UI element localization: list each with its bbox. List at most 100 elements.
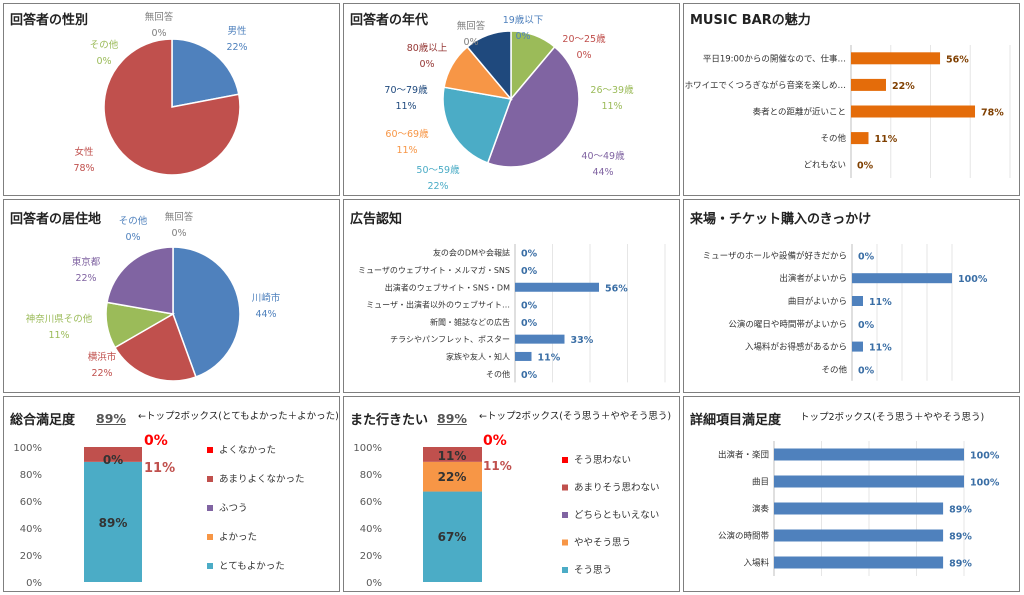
bar-value-label: 0% — [521, 249, 538, 260]
bar-value-label: 0% — [521, 301, 538, 312]
pie-label-value: 11% — [396, 145, 417, 156]
bar-category-label: 曲目 — [752, 477, 769, 488]
pie-label-value: 78% — [73, 163, 94, 174]
bar-category-label: その他 — [486, 369, 510, 379]
legend-swatch — [207, 447, 213, 453]
bar-value-label: 56% — [605, 283, 628, 294]
top2-note: トップ2ボックス(そう思う＋ややそう思う) — [800, 412, 985, 423]
legend-swatch — [207, 563, 213, 569]
bar-category-label: 曲目がよいから — [788, 296, 847, 307]
pie-label-name: 19歳以下 — [503, 14, 544, 26]
bar-category-label: ミューザのホールや設備が好きだから — [703, 250, 847, 261]
stack-segment — [84, 447, 142, 462]
panel-appeal: MUSIC BARの魅力 平日19:00からの開催なので、仕事… 56% ホワイエで… — [683, 3, 1020, 196]
bar-category-label: 出演者のウェブサイト・SNS・DM — [385, 282, 510, 292]
pie-label-name: 男性 — [227, 25, 247, 37]
y-tick-label: 0% — [366, 578, 382, 589]
panel-overall: 総合満足度 89% ←トップ2ボックス(とてもよかった＋よかった) 0% 20% 4… — [3, 396, 340, 592]
bar-category-label: 公演の曜日や時間帯がよいから — [728, 319, 847, 330]
bar-value-label: 11% — [869, 343, 892, 354]
pie-label-name: 70～79歳 — [384, 84, 428, 96]
bar-category-label: 新聞・雑誌などの広告 — [430, 317, 510, 327]
bar — [774, 556, 944, 569]
legend-swatch — [562, 539, 568, 546]
pie-slice — [486, 45, 580, 168]
bar-category-label: 出演者がよいから — [779, 273, 847, 284]
panel-trigger: 来場・チケット購入のきっかけ ミューザのホールや設備が好きだから 0% 出演者がよい… — [683, 199, 1020, 393]
pie-label-name: 横浜市 — [88, 351, 117, 363]
bar — [852, 296, 863, 306]
stack-segment — [84, 461, 142, 582]
overall-stacked-chart: 0% 20% 40% 60% 80% 100% 89% 0% 11% 0% よくなかったあまりよくな… — [13, 433, 304, 589]
bar-category-label: ミューザ・出演者以外のウェブサイト… — [366, 300, 510, 310]
ad-bar-chart: 友の会のDMや会報誌 0% ミューザのウェブサイト・メルマガ・SNS 0% 出演者のウェ… — [358, 244, 666, 383]
top2-note: ←トップ2ボックス(そう思う＋ややそう思う) — [479, 411, 672, 422]
appeal-bar-chart: 平日19:00からの開催なので、仕事… 56% ホワイエでくつろぎながら音楽を楽しめ… — [685, 45, 1011, 178]
pie-label-name: 40～49歳 — [581, 150, 625, 162]
pie-label-value: 22% — [75, 273, 96, 284]
pie-label-value: 0% — [419, 59, 434, 70]
bar-category-label: 公演の時間帯 — [718, 531, 770, 542]
legend-swatch — [562, 484, 568, 491]
chart-title: 回答者の性別 — [10, 13, 89, 28]
pie-label-name: 20～25歳 — [562, 33, 606, 45]
bar — [851, 105, 976, 118]
legend-label: どちらともいえない — [574, 510, 659, 521]
pie-label-name: 26～39歳 — [590, 84, 634, 96]
chart-title: MUSIC BARの魅力 — [690, 13, 811, 28]
bar — [852, 341, 863, 352]
bar-value-label: 33% — [571, 335, 594, 346]
bar-category-label: どれもない — [803, 161, 846, 171]
stack-segment — [423, 447, 482, 462]
y-tick-label: 20% — [20, 551, 42, 562]
pie-slice — [171, 38, 240, 108]
pie-label-name: その他 — [90, 39, 119, 51]
pie-label-value: 44% — [592, 167, 613, 178]
age-pie-chart: 19歳以下 0% 20～25歳 0% 26～39歳 11% 40～49歳 44% 50～59歳 2… — [384, 14, 634, 192]
y-tick-label: 100% — [13, 443, 42, 454]
pie-slice — [172, 246, 241, 378]
pie-label-name: 川崎市 — [252, 292, 281, 304]
stack-value-label: 89% — [99, 516, 128, 530]
legend-swatch — [562, 512, 568, 518]
y-tick-label: 60% — [360, 497, 382, 508]
legend-label: あまりそう思わない — [574, 483, 660, 494]
bar — [851, 132, 869, 145]
bar-value-label: 56% — [946, 54, 969, 65]
pie-slice — [466, 30, 512, 102]
stack-segment — [423, 461, 482, 492]
pie-label-value: 0% — [96, 56, 111, 67]
bar-value-label: 11% — [874, 134, 897, 145]
pie-label-value: 22% — [226, 42, 247, 53]
legend-swatch — [562, 567, 568, 573]
panel-age: 回答者の年代 19歳以下 0% 20～25歳 0% 26～39歳 11% 40～49歳 44%… — [343, 3, 680, 196]
panel-again: また行きたい 89% ←トップ2ボックス(そう思う＋ややそう思う) 0% 20% 4… — [343, 396, 680, 592]
pie-label-name: その他 — [119, 215, 148, 227]
bar-value-label: 89% — [949, 505, 972, 516]
pie-label-name: 無回答 — [145, 11, 174, 23]
bar-value-label: 0% — [858, 365, 875, 376]
bar-category-label: 奏者との距離が近いこと — [753, 107, 846, 118]
y-tick-label: 0% — [26, 578, 42, 589]
stack-value-label: 11% — [438, 449, 467, 463]
pie-label-value: 11% — [48, 330, 69, 341]
bar-value-label: 11% — [869, 297, 892, 308]
bar-value-label: 89% — [949, 532, 972, 543]
y-tick-label: 40% — [360, 524, 382, 535]
legend-swatch — [207, 534, 213, 540]
bar — [851, 52, 941, 65]
pie-label-value: 22% — [427, 181, 448, 192]
pie-label-value: 22% — [91, 368, 112, 379]
bar — [515, 351, 532, 361]
pie-slice — [106, 246, 174, 315]
chart-title: 総合満足度 — [10, 413, 76, 428]
panel-residence: 回答者の居住地 川崎市 44% 横浜市 22% 神奈川県その他 11% 東京都 22% その他 0… — [3, 199, 340, 393]
bar-value-label: 0% — [521, 370, 538, 381]
pie-label-value: 44% — [255, 309, 276, 320]
bar-value-label: 0% — [857, 161, 874, 172]
bar-category-label: 家族や友人・知人 — [446, 351, 510, 361]
bar — [774, 448, 964, 461]
legend-label: よかった — [219, 532, 257, 543]
bar — [774, 502, 944, 515]
bar — [515, 334, 565, 344]
